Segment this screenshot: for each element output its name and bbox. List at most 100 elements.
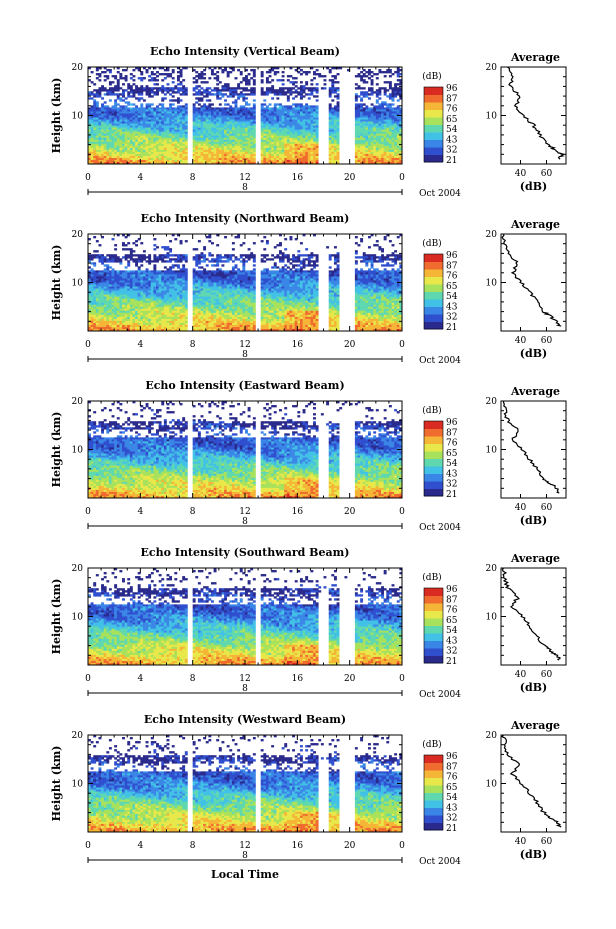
- x-tick-label: 16: [292, 340, 304, 350]
- x-axis: 0 4 8 12 16 20 0: [85, 401, 405, 517]
- colorbar-label: 32: [446, 814, 457, 824]
- colorbar-swatch: [424, 618, 443, 626]
- heatmap-cells: [88, 568, 403, 666]
- profile-axis: 10 20 40 60: [486, 731, 566, 847]
- x-tick-label: 16: [292, 841, 304, 851]
- colorbar-label: 54: [446, 292, 458, 302]
- colorbar-swatch: [424, 655, 443, 664]
- profile-x-label: (dB): [520, 180, 547, 193]
- profile-title: Average: [510, 218, 560, 231]
- colorbar-label: 65: [446, 616, 458, 626]
- profile-frame: [500, 734, 567, 833]
- colorbar-swatch: [424, 261, 443, 270]
- date-day-label: 8: [242, 350, 248, 360]
- profile-x-label: (dB): [520, 514, 547, 527]
- profile-title: Average: [510, 719, 560, 732]
- profile-title: Average: [510, 552, 560, 565]
- colorbar-swatch: [424, 132, 443, 140]
- x-axis: 0 4 8 12 16 20 0: [85, 735, 405, 851]
- profile-x-tick-label: 60: [541, 837, 553, 847]
- chart-title: Echo Intensity (Westward Beam): [144, 713, 346, 726]
- colorbar-label: 76: [446, 439, 458, 449]
- colorbar-swatch: [424, 306, 443, 315]
- y-axis: 10 20: [72, 230, 402, 332]
- colorbar-label: 54: [446, 459, 458, 469]
- colorbar-label: 96: [446, 84, 458, 94]
- profile-line: [501, 233, 562, 327]
- colorbar-swatch: [424, 428, 443, 437]
- x-tick-label: 0: [399, 507, 405, 517]
- colorbar-label: 96: [446, 752, 458, 762]
- colorbar-swatch: [424, 595, 443, 604]
- profile-frame: [500, 66, 567, 165]
- colorbar-label: 87: [446, 261, 458, 271]
- heatmap-cells: [88, 735, 403, 833]
- colorbar-title: (dB): [422, 572, 441, 583]
- colorbar-title: (dB): [422, 739, 441, 750]
- colorbar-label: 65: [446, 783, 458, 793]
- y-axis: 10 20: [72, 564, 402, 666]
- colorbar-swatch: [424, 451, 443, 459]
- colorbar-swatch: [424, 822, 443, 831]
- y-tick-label: 20: [72, 731, 84, 741]
- x-tick-label: 4: [137, 841, 143, 851]
- profile-x-tick-label: 60: [541, 169, 553, 179]
- y-axis-label: Height (km): [50, 412, 63, 488]
- colorbar-label: 43: [446, 469, 458, 479]
- colorbar-label: 21: [446, 156, 457, 166]
- x-axis: 0 4 8 12 16 20 0: [85, 568, 405, 684]
- colorbar-swatch: [424, 269, 443, 277]
- profile-x-tick-label: 40: [515, 169, 527, 179]
- colorbar-swatch: [424, 139, 443, 148]
- x-tick-label: 20: [344, 674, 356, 684]
- chart-panel-2: Echo Intensity (Eastward Beam) 10 20 Height…: [50, 379, 567, 533]
- colorbar-label: 32: [446, 647, 457, 657]
- profile-x-tick-label: 40: [515, 503, 527, 513]
- colorbar-label: 96: [446, 251, 458, 261]
- colorbar-label: 96: [446, 585, 458, 595]
- profile-line: [503, 401, 560, 494]
- colorbar-label: 76: [446, 606, 458, 616]
- x-tick-label: 8: [190, 340, 196, 350]
- colorbar-label: 32: [446, 313, 457, 323]
- profile-frame: [500, 567, 567, 666]
- y-axis: 10 20: [72, 397, 402, 499]
- y-tick-label: 10: [72, 780, 84, 790]
- profile-x-label: (dB): [520, 848, 547, 861]
- x-tick-label: 8: [190, 173, 196, 183]
- date-day-label: 8: [242, 517, 248, 527]
- y-axis-label: Height (km): [50, 579, 63, 655]
- colorbar-swatch: [424, 481, 443, 489]
- colorbar-label: 54: [446, 125, 458, 135]
- x-tick-label: 16: [292, 507, 304, 517]
- colorbar-swatch: [424, 124, 443, 133]
- colorbar-swatch: [424, 625, 443, 634]
- heatmap-cells: [88, 234, 403, 332]
- date-label: Oct 2004: [419, 690, 461, 700]
- profile-y-tick-label: 10: [486, 780, 498, 790]
- colorbar-swatch: [424, 284, 443, 292]
- colorbar-swatch: [424, 421, 443, 429]
- x-tick-label: 20: [344, 841, 356, 851]
- colorbar-label: 87: [446, 428, 458, 438]
- x-tick-label: 16: [292, 173, 304, 183]
- date-day-label: 8: [242, 183, 248, 193]
- colorbar-label: 43: [446, 636, 458, 646]
- colorbar-label: 43: [446, 302, 458, 312]
- colorbar-label: 54: [446, 626, 458, 636]
- colorbar-swatch: [424, 147, 443, 155]
- colorbar-label: 43: [446, 803, 458, 813]
- x-tick-label: 20: [344, 173, 356, 183]
- x-axis: 0 4 8 12 16 20 0: [85, 234, 405, 350]
- x-tick-label: 16: [292, 674, 304, 684]
- profile-y-tick-label: 10: [486, 446, 498, 456]
- colorbar-swatch: [424, 254, 443, 262]
- x-axis-label: Local Time: [211, 868, 279, 881]
- x-tick-label: 4: [137, 340, 143, 350]
- colorbar-swatch: [424, 815, 443, 823]
- x-tick-label: 8: [190, 507, 196, 517]
- colorbar-swatch: [424, 755, 443, 763]
